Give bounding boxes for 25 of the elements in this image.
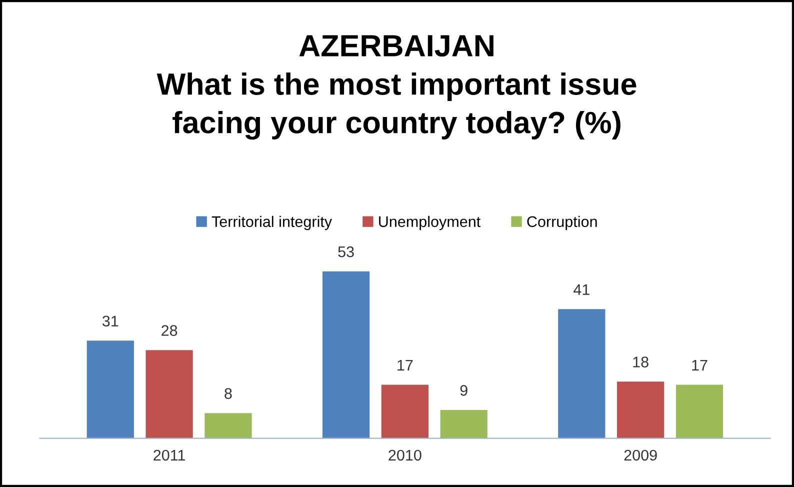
data-label: 28 [162,325,178,336]
legend-label: Unemployment [379,216,481,230]
bar [440,410,488,438]
bar [558,309,606,438]
legend-label: Territorial integrity [212,216,332,230]
legend-label: Corruption [527,216,597,230]
x-tick-label: 2009 [624,450,657,461]
data-label: 31 [102,316,118,327]
x-tick-label: 2010 [388,450,422,461]
data-label: 18 [633,356,648,368]
bar [204,413,252,438]
bar [86,340,134,438]
bar [617,382,664,438]
data-label: 41 [574,284,590,295]
data-label: 17 [692,360,708,370]
bar [322,271,370,438]
bar [381,384,429,438]
data-label: 53 [338,246,354,258]
bar [146,350,193,438]
bar [676,384,724,438]
data-label: 9 [460,384,468,396]
x-tick-label: 2011 [154,450,185,461]
chart-title: AZERBAIJAN What is the most important issue facing your country today? (%) [156,35,636,140]
data-label: 8 [224,388,232,399]
data-label: 17 [398,360,413,370]
